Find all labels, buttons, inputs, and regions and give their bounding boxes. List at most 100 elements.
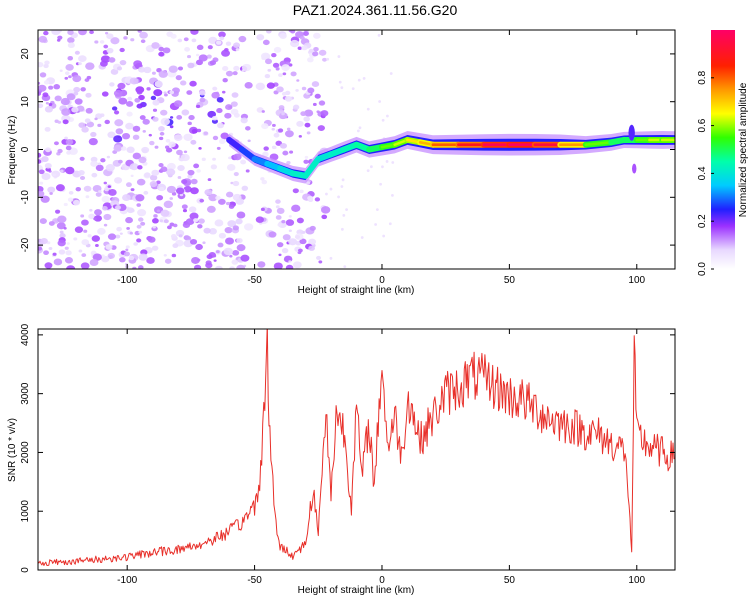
spectrogram-y-ticks: -20 -10 0 10 20 [20, 48, 675, 252]
spectrogram-noise-blob [149, 140, 155, 146]
colorbar: 0.0 0.2 0.4 0.6 0.8 Normalized spectral ampl… [697, 30, 749, 276]
y-tick-label: 3000 [20, 382, 31, 405]
spectrogram-noise-blob [52, 252, 57, 256]
spectrogram-noise-blob [57, 215, 67, 223]
snr-y-label: SNR (10 * v/v) [7, 418, 18, 482]
spectrogram-noise-blob [88, 213, 96, 220]
spectrogram-noise-blob [235, 48, 240, 52]
spectrogram-noise-blob [216, 40, 222, 45]
snr-x-label: Height of straight line (km) [298, 585, 415, 596]
spectrogram-noise-blob [111, 106, 118, 111]
spectrogram-noise-blob [113, 110, 120, 115]
spectrogram-noise-blob [214, 265, 223, 269]
spectrogram-noise-blob [377, 33, 381, 37]
spectrogram-noise-blob [217, 122, 225, 129]
spectrogram-noise-blob [136, 103, 143, 109]
spectrogram-noise-blob [282, 72, 287, 76]
spectrogram-noise-blob [275, 215, 282, 220]
spectrogram-noise-blob [171, 253, 177, 258]
spectrogram-noise-blob [80, 262, 90, 269]
spectrogram-noise-blob [232, 71, 238, 76]
spectrogram-noise-blob [281, 248, 289, 254]
spectrogram-noise-blob [87, 234, 92, 238]
x-tick-label: 0 [379, 575, 385, 586]
spectrogram-noise-blob [148, 133, 152, 137]
spectrogram-noise-blob [203, 227, 211, 234]
spectrogram-noise-blob [176, 149, 183, 156]
spectrogram-noise-blob [169, 90, 175, 95]
spectrogram-noise-blob [117, 159, 123, 164]
spectrogram-noise-blob [85, 195, 90, 199]
spectrogram-noise-blob [107, 233, 117, 240]
spectrogram-noise-blob [382, 234, 386, 238]
spectrogram-noise-blob [285, 219, 295, 226]
spectrogram-noise-blob [275, 67, 280, 71]
spectrogram-noise-blob [160, 209, 170, 217]
spectrogram-noise-blob [78, 55, 87, 63]
spectrogram-noise-blob [137, 209, 147, 217]
spectrogram-noise-blob [152, 108, 158, 112]
spectrogram-noise-blob [158, 136, 164, 141]
spectrogram-noise-blob [304, 122, 311, 128]
spectrogram-noise-blob [375, 208, 379, 212]
spectrogram-noise-blob [104, 119, 110, 125]
spectrogram-noise-blob [74, 226, 84, 233]
colorbar-ticks: 0.0 0.2 0.4 0.6 0.8 [697, 70, 714, 276]
spectrogram-noise-blob [89, 30, 94, 35]
spectrogram-noise-blob [212, 254, 217, 258]
spectrogram-ridge [226, 124, 675, 184]
spectrogram-noise-blob [143, 66, 152, 74]
spectrogram-noise-blob [236, 237, 243, 244]
spectrogram-noise-blob [366, 169, 370, 173]
spectrogram-noise-blob [152, 225, 156, 229]
spectrogram-noise-blob [42, 92, 49, 98]
spectrogram-noise-blob [72, 199, 81, 206]
spectrogram-noise-blob [307, 87, 315, 94]
spectrogram-noise-blob [65, 64, 74, 71]
spectrogram-noise-blob [288, 229, 292, 233]
spectrogram-noise-blob [139, 31, 148, 39]
spectrogram-noise-blob [138, 66, 146, 73]
spectrogram-noise-blob [221, 49, 230, 57]
spectrogram-noise-blob [137, 265, 144, 269]
spectrogram-noise-blob [44, 162, 52, 169]
spectrogram-noise-blob [89, 208, 93, 212]
spectrogram-noise-blob [65, 145, 72, 151]
spectrogram-noise-blob [136, 203, 141, 207]
spectrogram-noise-blob [307, 195, 314, 201]
colorbar-label: Normalized spectral amplitude [738, 82, 749, 217]
spectrogram-noise-blob [278, 105, 285, 110]
spectrogram-noise-blob [72, 75, 82, 83]
spectrogram-ridge-spike [632, 163, 637, 174]
spectrogram-noise-blob [215, 250, 220, 254]
spectrogram-noise-blob [309, 225, 316, 231]
spectrogram-noise-blob [154, 145, 159, 149]
spectrogram-noise-blob [285, 61, 291, 66]
spectrogram-noise-blob [198, 218, 205, 224]
spectrogram-noise-blob [316, 110, 320, 114]
spectrogram-noise-blob [132, 125, 141, 132]
spectrogram-noise-blob [52, 173, 57, 177]
spectrogram-noise-blob [296, 120, 304, 127]
spectrogram-noise-blob [181, 204, 188, 210]
spectrogram-noise-blob [183, 37, 189, 42]
spectrogram-noise-blob [110, 68, 119, 75]
spectrogram-noise-blob [240, 254, 250, 262]
spectrogram-noise-blob [38, 159, 42, 164]
spectrogram-noise-blob [55, 209, 61, 214]
spectrogram-noise-blob [67, 42, 75, 49]
spectrogram-noise-blob [211, 91, 220, 99]
spectrogram-noise-blob [169, 116, 174, 119]
spectrogram-noise-blob [306, 131, 311, 135]
spectrogram-noise-blob [90, 131, 97, 138]
y-tick-label: 0 [20, 146, 31, 152]
spectrogram-noise-blob [81, 126, 89, 133]
spectrogram-noise-blob [177, 38, 183, 43]
spectrogram-noise-blob [81, 239, 90, 246]
spectrogram-noise-blob [106, 47, 114, 54]
spectrogram-noise-blob [166, 162, 176, 171]
spectrogram-noise-blob [57, 148, 63, 154]
spectrogram-noise-blob [193, 163, 200, 169]
spectrogram-noise-blob [170, 234, 177, 239]
spectrogram-noise-blob [208, 228, 217, 235]
